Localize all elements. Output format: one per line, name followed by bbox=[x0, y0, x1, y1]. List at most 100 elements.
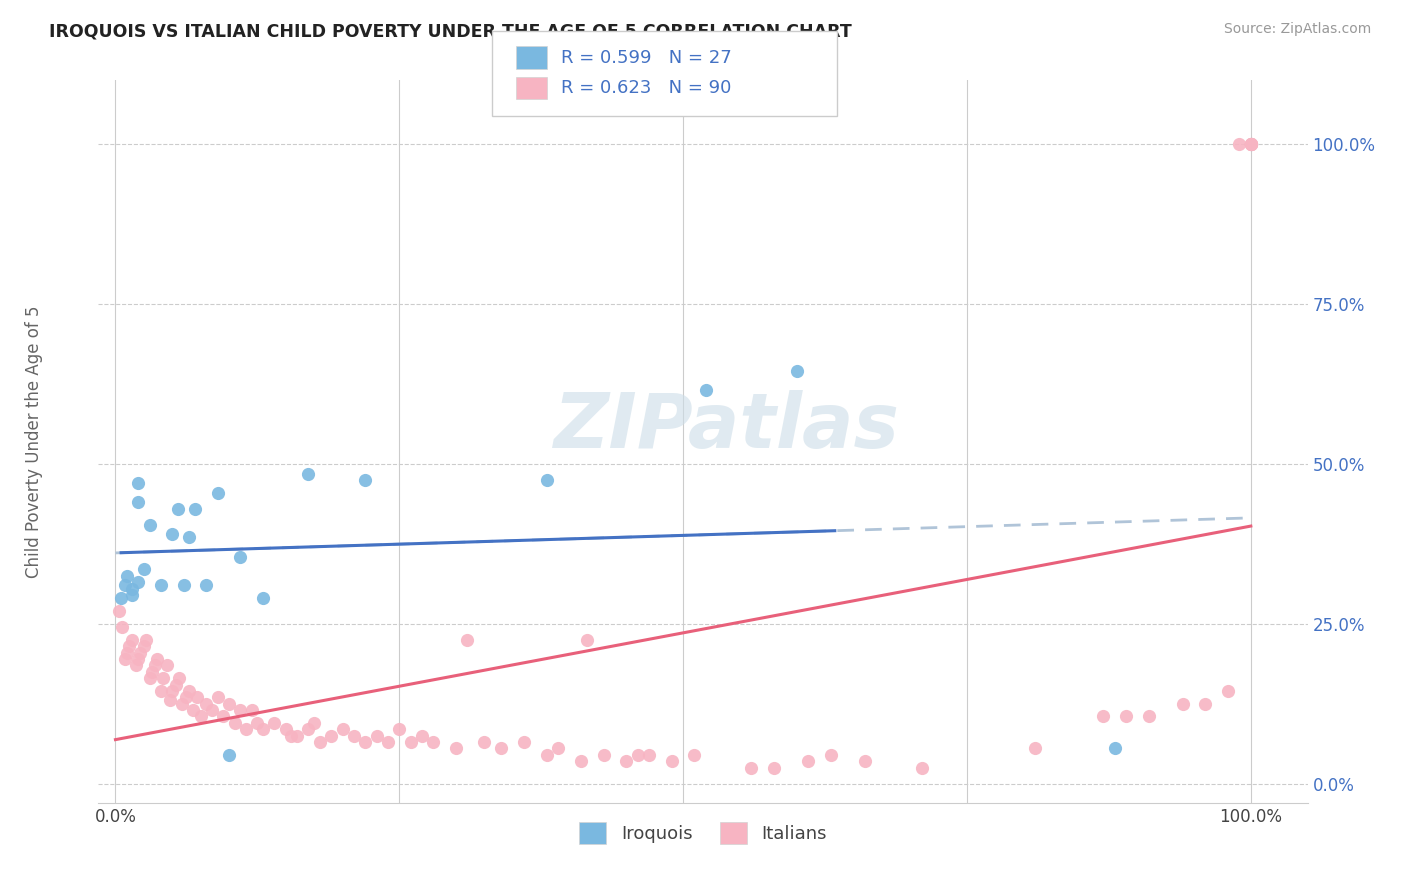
Point bbox=[302, 715, 325, 730]
Point bbox=[308, 735, 330, 749]
Point bbox=[173, 578, 195, 592]
Point bbox=[129, 646, 152, 660]
Point bbox=[592, 747, 614, 762]
Point bbox=[229, 703, 252, 717]
Point bbox=[820, 747, 842, 762]
Point bbox=[207, 690, 229, 705]
Legend: Iroquois, Italians: Iroquois, Italians bbox=[572, 815, 834, 852]
Point bbox=[108, 604, 131, 618]
Point bbox=[167, 671, 190, 685]
Point bbox=[513, 735, 536, 749]
Point bbox=[114, 578, 136, 592]
Point bbox=[297, 467, 319, 481]
Point bbox=[121, 588, 143, 602]
Text: Source: ZipAtlas.com: Source: ZipAtlas.com bbox=[1223, 22, 1371, 37]
Point bbox=[638, 747, 661, 762]
Point bbox=[377, 735, 399, 749]
Point bbox=[354, 735, 377, 749]
Point bbox=[118, 639, 141, 653]
Point bbox=[1240, 137, 1263, 152]
Text: IROQUOIS VS ITALIAN CHILD POVERTY UNDER THE AGE OF 5 CORRELATION CHART: IROQUOIS VS ITALIAN CHILD POVERTY UNDER … bbox=[49, 22, 852, 40]
Point bbox=[285, 729, 308, 743]
Point bbox=[246, 715, 269, 730]
Point bbox=[141, 665, 163, 679]
Point bbox=[181, 703, 204, 717]
Point bbox=[354, 473, 377, 487]
Point bbox=[1240, 137, 1263, 152]
Point bbox=[174, 690, 197, 705]
Point bbox=[165, 677, 187, 691]
Point bbox=[186, 690, 208, 705]
Point bbox=[224, 715, 246, 730]
Point bbox=[910, 761, 932, 775]
Point bbox=[195, 697, 218, 711]
Point bbox=[115, 646, 138, 660]
Point bbox=[274, 723, 297, 737]
Point bbox=[683, 747, 706, 762]
Point bbox=[422, 735, 444, 749]
Point bbox=[1229, 137, 1251, 152]
Point bbox=[152, 671, 174, 685]
Point bbox=[627, 747, 650, 762]
Point bbox=[1115, 709, 1137, 723]
Point bbox=[1171, 697, 1194, 711]
Point bbox=[366, 729, 388, 743]
Point bbox=[132, 562, 155, 576]
Point bbox=[127, 652, 149, 666]
Point bbox=[444, 741, 467, 756]
Point bbox=[547, 741, 569, 756]
Point bbox=[179, 684, 201, 698]
Text: R = 0.599   N = 27: R = 0.599 N = 27 bbox=[561, 48, 731, 67]
Point bbox=[195, 578, 218, 592]
Point bbox=[229, 549, 252, 564]
Point bbox=[172, 697, 194, 711]
Point bbox=[536, 747, 558, 762]
Point bbox=[218, 747, 240, 762]
Point bbox=[1092, 709, 1115, 723]
Y-axis label: Child Poverty Under the Age of 5: Child Poverty Under the Age of 5 bbox=[25, 305, 42, 578]
Point bbox=[474, 735, 496, 749]
Point bbox=[614, 754, 637, 768]
Point bbox=[155, 658, 177, 673]
Text: ZIPatlas: ZIPatlas bbox=[554, 390, 900, 464]
Point bbox=[160, 684, 183, 698]
Point bbox=[159, 693, 181, 707]
Point bbox=[190, 709, 212, 723]
Point bbox=[1104, 741, 1126, 756]
Point bbox=[179, 531, 201, 545]
Point bbox=[218, 697, 240, 711]
Text: R = 0.623   N = 90: R = 0.623 N = 90 bbox=[561, 78, 731, 97]
Point bbox=[1240, 137, 1263, 152]
Point bbox=[115, 569, 138, 583]
Point bbox=[240, 703, 263, 717]
Point bbox=[138, 671, 160, 685]
Point bbox=[388, 723, 411, 737]
Point bbox=[343, 729, 366, 743]
Point bbox=[127, 495, 149, 509]
Point bbox=[1194, 697, 1216, 711]
Point bbox=[146, 652, 169, 666]
Point bbox=[1240, 137, 1263, 152]
Point bbox=[1240, 137, 1263, 152]
Point bbox=[569, 754, 592, 768]
Point bbox=[252, 723, 274, 737]
Point bbox=[332, 723, 354, 737]
Point bbox=[184, 501, 207, 516]
Point bbox=[740, 761, 762, 775]
Point bbox=[235, 723, 257, 737]
Point bbox=[135, 632, 157, 647]
Point bbox=[399, 735, 422, 749]
Point bbox=[160, 527, 183, 541]
Point bbox=[797, 754, 820, 768]
Point bbox=[762, 761, 785, 775]
Point bbox=[207, 485, 229, 500]
Point bbox=[127, 575, 149, 590]
Point bbox=[1216, 684, 1239, 698]
Point bbox=[132, 639, 155, 653]
Point bbox=[110, 591, 132, 606]
Point bbox=[127, 476, 149, 491]
Point bbox=[280, 729, 302, 743]
Point bbox=[263, 715, 285, 730]
Point bbox=[695, 384, 717, 398]
Point bbox=[114, 652, 136, 666]
